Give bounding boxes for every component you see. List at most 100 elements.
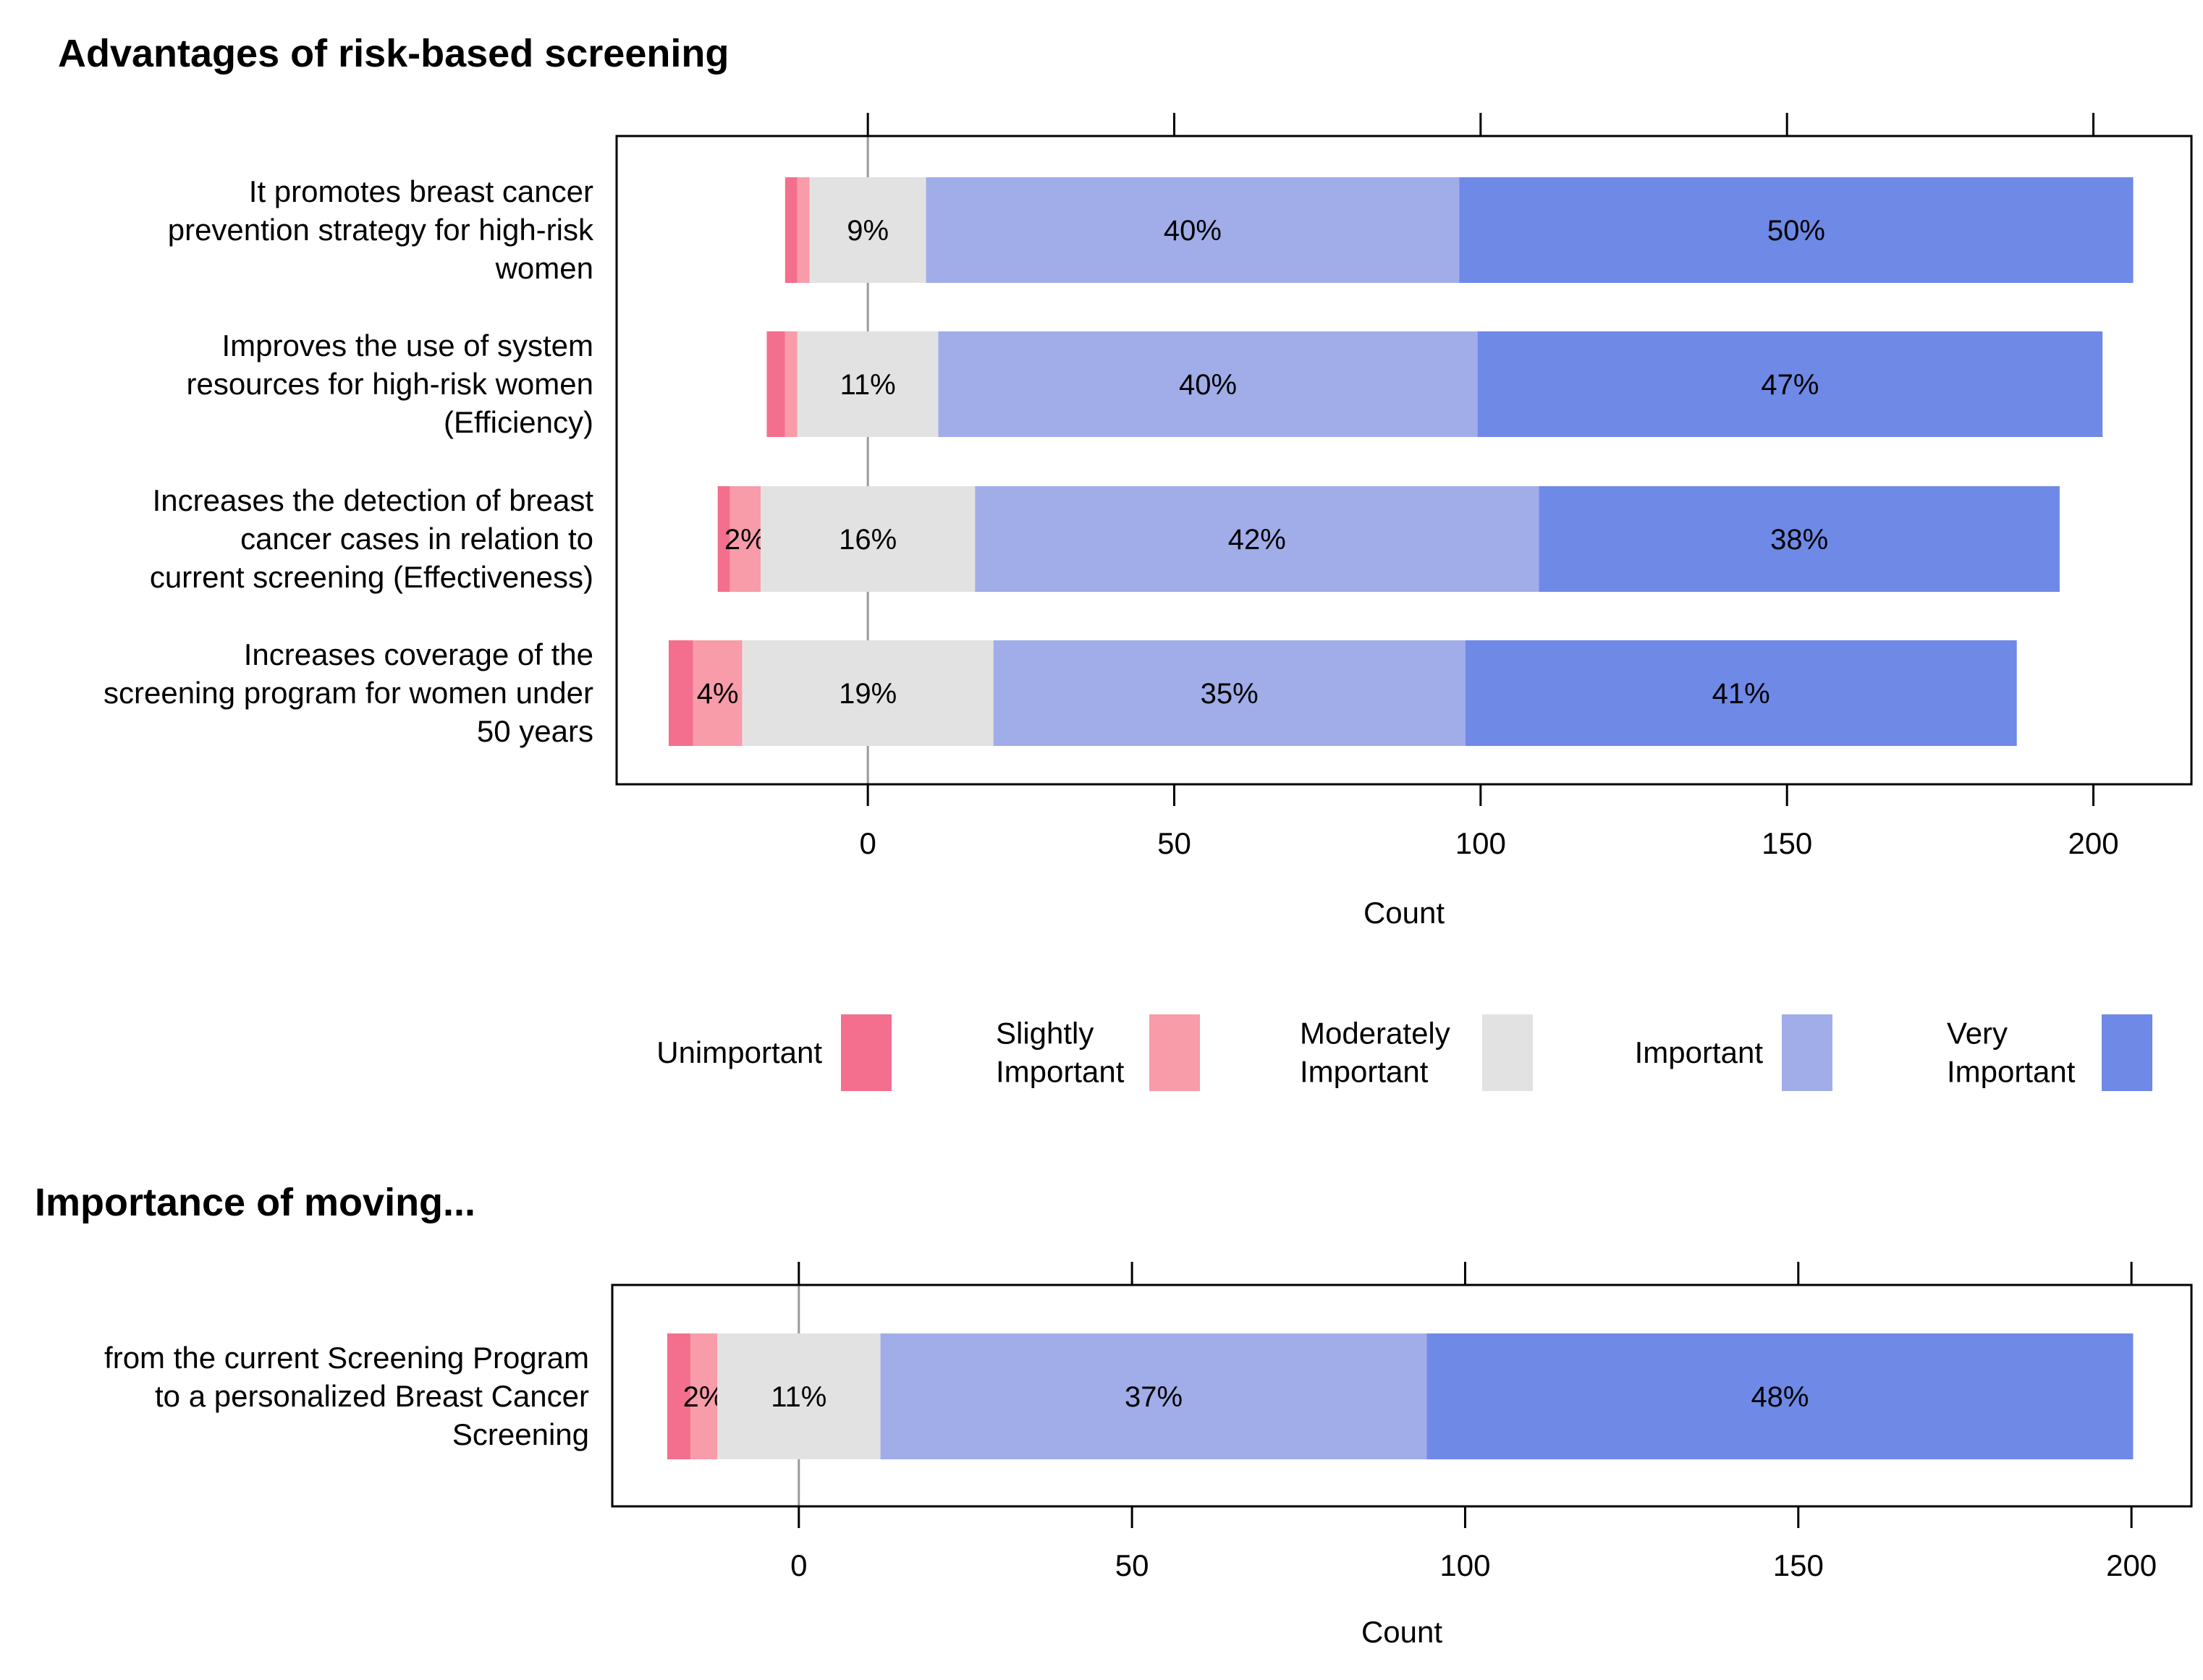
bar-segment-unimportant bbox=[766, 331, 785, 437]
bar-segment-moderately-important bbox=[717, 1333, 881, 1459]
bar-segment-unimportant bbox=[717, 486, 730, 592]
data-label: 40% bbox=[1164, 215, 1222, 247]
tick-label: 100 bbox=[1455, 826, 1506, 860]
panel-title: Advantages of risk-based screening bbox=[58, 32, 729, 75]
bar-segment-important bbox=[880, 1333, 1427, 1459]
legend-label: Very Important bbox=[1947, 1017, 2076, 1089]
legend-label: Slightly Important bbox=[996, 1017, 1125, 1089]
x-axis-label: Count bbox=[1361, 1615, 1442, 1649]
bar-segment-moderately-important bbox=[742, 640, 994, 746]
category-label-line: (Efficiency) bbox=[444, 405, 593, 439]
legend-swatch bbox=[841, 1014, 892, 1091]
category-label: Increases coverage of the screening progr… bbox=[103, 637, 593, 748]
tick-label: 100 bbox=[1439, 1548, 1490, 1582]
data-label: 9% bbox=[847, 215, 889, 247]
data-label: 37% bbox=[1125, 1381, 1183, 1413]
bar-segment-slightly-important bbox=[785, 331, 798, 437]
legend-label-line: Important bbox=[1947, 1055, 2076, 1089]
bar-segment-very-important bbox=[1459, 177, 2134, 283]
tick-label: 150 bbox=[1773, 1548, 1824, 1582]
bar-row: 2% 11% 37% 48% bbox=[667, 1333, 2134, 1459]
tick-label: 0 bbox=[859, 826, 876, 860]
category-label-line: Improves the use of system bbox=[221, 328, 593, 362]
category-label-line: It promotes breast cancer bbox=[249, 174, 593, 208]
bar-segment-very-important bbox=[1426, 1333, 2134, 1459]
category-label-line: resources for high-risk women bbox=[186, 367, 593, 401]
legend-label-line: Very bbox=[1947, 1017, 2008, 1051]
data-label: 16% bbox=[839, 524, 897, 556]
data-label: 40% bbox=[1179, 369, 1237, 401]
category-label: Increases the detection of breast cancer … bbox=[150, 483, 593, 594]
bar-segment-moderately-important bbox=[797, 331, 939, 437]
bar-row: 9% 40% 50% bbox=[785, 177, 2134, 283]
bar-row: 2% 16% 42% 38% bbox=[717, 486, 2060, 592]
data-label: 42% bbox=[1228, 524, 1286, 556]
data-label: 47% bbox=[1761, 369, 1819, 401]
bar-segment-very-important bbox=[1477, 331, 2103, 437]
category-label: It promotes breast cancer prevention stra… bbox=[168, 174, 594, 285]
bar-row: 11% 40% 47% bbox=[766, 331, 2103, 437]
bar-segment-important bbox=[993, 640, 1466, 746]
category-label-line: women bbox=[495, 251, 593, 285]
data-label: 48% bbox=[1751, 1381, 1809, 1413]
legend-swatch bbox=[1149, 1014, 1200, 1091]
category-label: from the current Screening Program to a p… bbox=[104, 1341, 589, 1451]
panel-title: Importance of moving... bbox=[35, 1181, 475, 1224]
bar-segment-unimportant bbox=[668, 640, 693, 746]
bar-segment-very-important bbox=[1539, 486, 2060, 592]
category-label-line: screening program for women under bbox=[103, 676, 593, 710]
bar-segment-slightly-important bbox=[693, 640, 743, 746]
category-label-line: current screening (Effectiveness) bbox=[150, 560, 593, 594]
data-label: 11% bbox=[771, 1381, 826, 1413]
bar-row: 4% 19% 35% 41% bbox=[668, 640, 2017, 746]
data-label: 41% bbox=[1712, 678, 1770, 710]
data-label: 4% bbox=[697, 678, 739, 710]
bar-segment-moderately-important bbox=[760, 486, 976, 592]
legend-label-line: Important bbox=[996, 1055, 1125, 1089]
bar-segment-very-important bbox=[1465, 640, 2017, 746]
x-axis-label: Count bbox=[1363, 896, 1445, 930]
chart-panel-1: Advantages of risk-based screening 9% 40% 5… bbox=[58, 32, 2193, 930]
category-label-line: Increases the detection of breast bbox=[153, 483, 594, 517]
category-label-line: cancer cases in relation to bbox=[240, 522, 593, 556]
legend-label: Unimportant bbox=[656, 1035, 822, 1069]
bar-segment-important bbox=[938, 331, 1478, 437]
data-label: 50% bbox=[1767, 215, 1825, 247]
legend-label-line: Moderately bbox=[1300, 1017, 1450, 1051]
tick-label: 0 bbox=[790, 1548, 807, 1582]
legend-swatch bbox=[1482, 1014, 1533, 1091]
legend-label: Moderately Important bbox=[1300, 1017, 1450, 1089]
legend-label: Important bbox=[1635, 1035, 1764, 1069]
category-label-line: prevention strategy for high-risk bbox=[168, 213, 594, 247]
category-label-line: to a personalized Breast Cancer bbox=[155, 1379, 589, 1413]
category-label-line: from the current Screening Program bbox=[104, 1341, 589, 1375]
legend-label-line: Unimportant bbox=[656, 1035, 822, 1069]
category-label-line: Increases coverage of the bbox=[244, 637, 593, 671]
bar-segment-moderately-important bbox=[809, 177, 926, 283]
plot-frame bbox=[615, 135, 2193, 786]
bar-segment-unimportant bbox=[785, 177, 798, 283]
data-label: 11% bbox=[840, 369, 896, 401]
tick-label: 200 bbox=[2106, 1548, 2157, 1582]
legend-label-line: Important bbox=[1300, 1055, 1429, 1089]
data-label: 19% bbox=[839, 678, 897, 710]
bar-segment-unimportant bbox=[667, 1333, 691, 1459]
chart-panel-2: Importance of moving...2% 11% 37% 48%from t… bbox=[35, 1181, 2193, 1649]
category-label-line: Screening bbox=[452, 1417, 589, 1451]
bar-segment-important bbox=[975, 486, 1539, 592]
plot-frame bbox=[611, 1284, 2193, 1508]
bar-segment-slightly-important bbox=[797, 177, 810, 283]
tick-label: 150 bbox=[1762, 826, 1812, 860]
legend-swatch bbox=[2102, 1014, 2152, 1091]
bar-segment-slightly-important bbox=[730, 486, 761, 592]
tick-label: 50 bbox=[1157, 826, 1191, 860]
category-label: Improves the use of system resources for … bbox=[186, 328, 593, 439]
tick-label: 50 bbox=[1115, 1548, 1149, 1582]
legend: Unimportant Slightly Important Moderately Im… bbox=[656, 1014, 2152, 1091]
data-label: 38% bbox=[1770, 524, 1828, 556]
bar-segment-important bbox=[926, 177, 1460, 283]
category-label-line: 50 years bbox=[477, 714, 593, 748]
legend-label-line: Slightly bbox=[996, 1017, 1094, 1051]
bar-segment-slightly-important bbox=[690, 1333, 718, 1459]
